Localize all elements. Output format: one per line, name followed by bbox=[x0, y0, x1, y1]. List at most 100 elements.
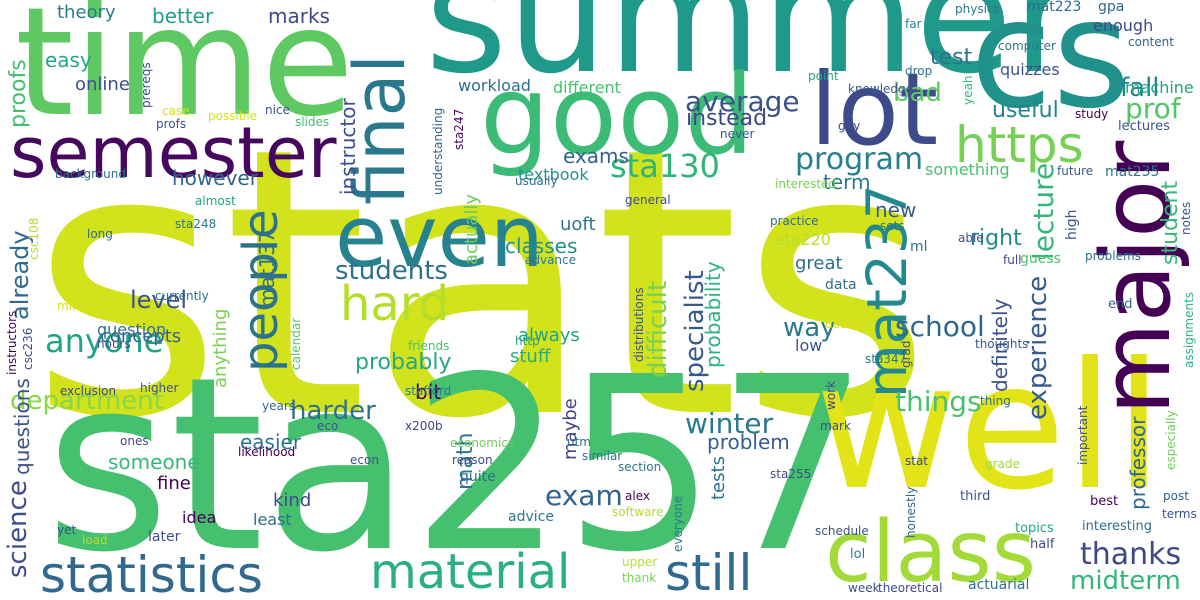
word-background: background bbox=[55, 168, 126, 180]
word-nice: nice bbox=[265, 104, 290, 116]
word-never: never bbox=[720, 128, 754, 140]
word-machine: machine bbox=[1125, 80, 1194, 96]
word-content: content bbox=[1128, 36, 1174, 48]
word-interesting: interesting bbox=[1082, 520, 1152, 533]
word-sta248: sta248 bbox=[175, 218, 216, 230]
word-calendar: calendar bbox=[290, 318, 302, 370]
word-tests: tests bbox=[710, 456, 728, 500]
word-http: http bbox=[515, 335, 540, 347]
word-csc108: csc108 bbox=[28, 218, 40, 260]
word-likelihood: likelihood bbox=[238, 446, 295, 458]
word-far: far bbox=[905, 18, 922, 30]
word-especially: especially bbox=[1165, 410, 1177, 470]
word-post: post bbox=[1163, 490, 1189, 502]
word-general: general bbox=[625, 194, 671, 206]
word-almost: almost bbox=[195, 195, 236, 207]
word-quite: quite bbox=[460, 470, 496, 484]
word-assignments: assignments bbox=[1183, 292, 1195, 368]
word-economics: economics bbox=[450, 437, 514, 449]
word-study: study bbox=[1075, 108, 1108, 120]
word-quizzes: quizzes bbox=[1000, 62, 1060, 78]
word-marks: marks bbox=[268, 6, 330, 26]
word-someone: someone bbox=[108, 452, 200, 472]
word-alex: alex bbox=[625, 490, 650, 502]
word-ml: ml bbox=[910, 240, 928, 254]
word-guy: guy bbox=[838, 120, 860, 132]
word-ones: ones bbox=[120, 435, 149, 447]
word-instructor: instructor bbox=[338, 98, 358, 195]
word-future: future bbox=[1057, 165, 1093, 177]
word-advance: advance bbox=[525, 254, 576, 266]
word-science: science bbox=[5, 480, 31, 578]
word-x200b: x200b bbox=[405, 420, 443, 432]
word-lol: lol bbox=[850, 548, 865, 561]
word-mark: mark bbox=[820, 420, 851, 432]
word-idea: idea bbox=[182, 510, 216, 526]
word-problem: problem bbox=[707, 432, 790, 452]
word-thing: thing bbox=[980, 395, 1011, 407]
word-questions: questions bbox=[12, 378, 32, 475]
word-upper: upper bbox=[622, 556, 657, 568]
word-third: third bbox=[960, 490, 990, 503]
word-hard: hard bbox=[340, 280, 449, 328]
word-point: point bbox=[808, 70, 839, 82]
word-interested: interested bbox=[775, 178, 836, 190]
word-actuarial: actuarial bbox=[968, 578, 1029, 592]
word-actually: actually bbox=[463, 194, 481, 265]
word-midterm: midterm bbox=[1070, 568, 1181, 594]
word-end: end bbox=[1108, 298, 1133, 311]
word-prereqs: prereqs bbox=[140, 62, 152, 108]
word-sets: sets bbox=[880, 220, 905, 232]
word-theoretical: theoretical bbox=[878, 582, 942, 594]
word-test: test bbox=[930, 47, 972, 69]
word-work: work bbox=[825, 381, 837, 410]
word-sta255: sta255 bbox=[770, 468, 811, 480]
word-yet: yet bbox=[57, 524, 76, 536]
word-lecture: lecture bbox=[1030, 163, 1058, 260]
word-physics: physics bbox=[955, 3, 1000, 15]
word-problems: problems bbox=[1085, 250, 1141, 262]
word-usually: usually bbox=[515, 175, 558, 187]
word-easy: easy bbox=[45, 50, 92, 70]
word-sta247: sta247 bbox=[453, 109, 465, 150]
word-later: later bbox=[148, 530, 180, 544]
word-different: different bbox=[553, 80, 621, 96]
word-least: least bbox=[253, 512, 292, 528]
word-mat137: mat137 bbox=[257, 230, 277, 308]
word-understanding: understanding bbox=[432, 108, 444, 195]
word-probability: probability bbox=[703, 261, 723, 368]
word-practice: practice bbox=[770, 215, 819, 227]
word-honestly: honestly bbox=[905, 487, 917, 538]
word-stuff: stuff bbox=[510, 348, 550, 366]
word-probably: probably bbox=[355, 352, 452, 374]
word-uoft: uoft bbox=[560, 216, 596, 234]
word-yeah: yeah bbox=[962, 76, 974, 105]
word-able: able bbox=[958, 232, 984, 244]
word-lectures: lectures bbox=[1118, 120, 1170, 133]
word-mat235: mat235 bbox=[1105, 165, 1159, 179]
word-grade: grade bbox=[985, 458, 1020, 470]
word-data: data bbox=[825, 278, 857, 292]
word-anything: anything bbox=[212, 309, 230, 388]
word-things: things bbox=[895, 388, 982, 416]
word-material: material bbox=[370, 548, 570, 596]
word-question: question bbox=[97, 322, 166, 338]
word-reason: reason bbox=[452, 454, 493, 466]
word-possible: possible bbox=[208, 110, 257, 122]
word-best: best bbox=[1090, 495, 1118, 508]
word-stat: stat bbox=[905, 455, 928, 467]
word-exclusion: exclusion bbox=[60, 385, 116, 397]
word-important: important bbox=[1077, 406, 1089, 465]
word-computer: computer bbox=[998, 40, 1056, 52]
word-students: students bbox=[335, 258, 448, 284]
word-guess: guess bbox=[1020, 252, 1061, 266]
word-profs: profs bbox=[156, 118, 186, 130]
word-drop: drop bbox=[905, 65, 932, 77]
word-full: full bbox=[1003, 254, 1022, 266]
word-knowledge: knowledge bbox=[848, 83, 913, 95]
word-software: software bbox=[612, 506, 664, 518]
word-great: great bbox=[795, 255, 843, 273]
word-doable: doable bbox=[825, 318, 866, 330]
word-stafford: stafford bbox=[405, 385, 451, 397]
word-schedule: schedule bbox=[815, 525, 869, 537]
